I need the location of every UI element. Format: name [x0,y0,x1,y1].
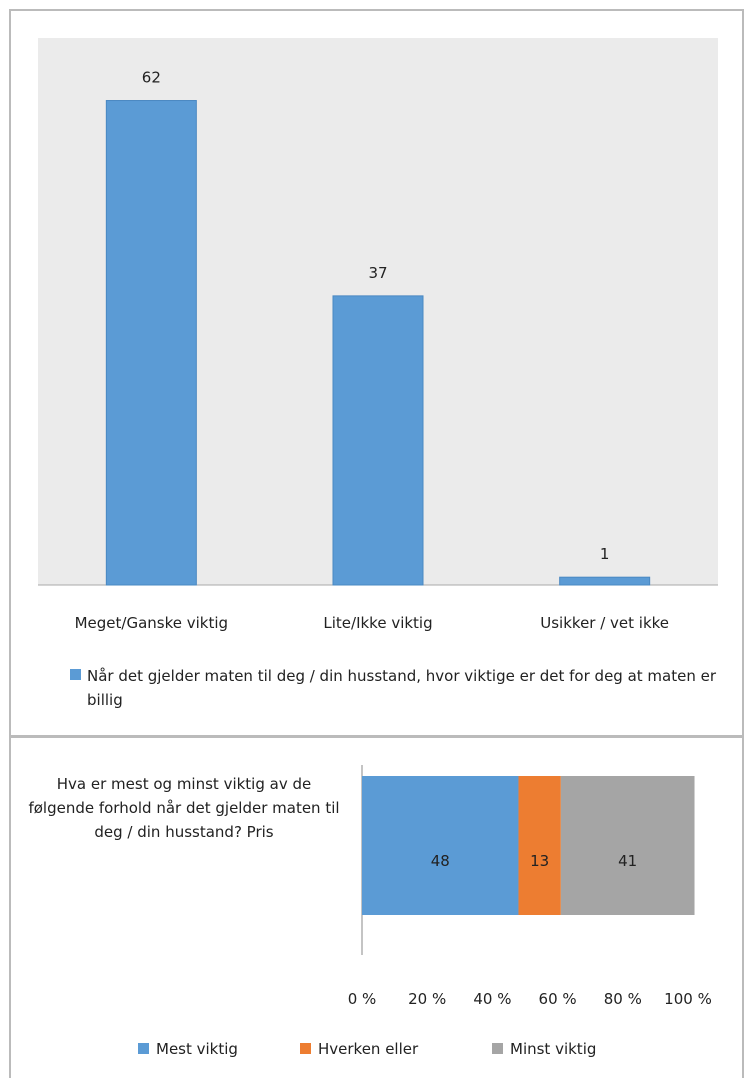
x-tick-label: Meget/Ganske viktig [75,614,228,632]
bar [105,100,197,586]
data-label: 1 [600,545,610,563]
data-label: 62 [142,69,161,87]
legend-label: Minst viktig [510,1040,596,1058]
data-label: 37 [368,264,387,282]
category-label: Hva er mest og minst viktig av de følgen… [28,775,340,841]
legend-swatch [138,1043,149,1054]
bar-segment [362,776,519,915]
bar [332,295,424,586]
data-label: 48 [431,852,450,870]
legend-label: Mest viktig [156,1040,238,1058]
data-label: 13 [530,852,549,870]
data-label: 41 [618,852,637,870]
x-tick-label: 80 % [604,990,642,1008]
bar-segment [560,776,695,915]
legend-label: Hverken eller [318,1040,419,1058]
x-tick-label: 40 % [473,990,511,1008]
x-tick-label: 20 % [408,990,446,1008]
legend-swatch [492,1043,503,1054]
legend-swatch [300,1043,311,1054]
bar [559,576,651,586]
bottom-panel [9,736,744,1078]
legend-swatch [70,669,81,680]
x-tick-label: 100 % [664,990,712,1008]
x-tick-label: Usikker / vet ikke [540,614,669,632]
bar-segment [518,776,561,915]
x-tick-label: 60 % [539,990,577,1008]
x-tick-label: Lite/Ikke viktig [323,614,432,632]
legend-label: Når det gjelder maten til deg / din huss… [87,667,717,709]
x-tick-label: 0 % [348,990,377,1008]
